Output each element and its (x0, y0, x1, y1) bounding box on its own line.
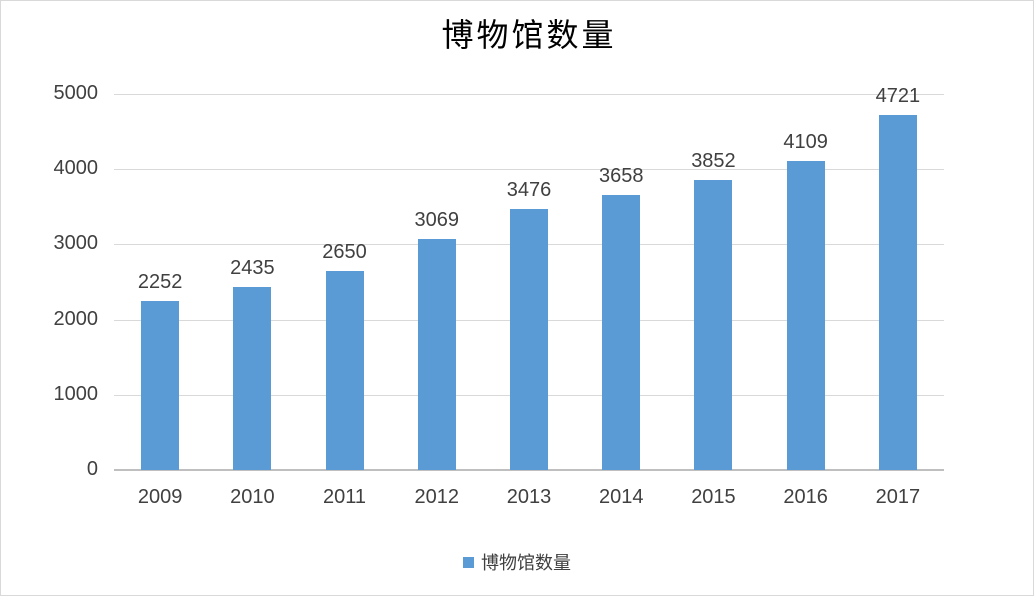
bar-value-label: 4721 (875, 84, 921, 107)
bar (602, 194, 641, 470)
x-axis-tick-label: 2011 (323, 486, 367, 508)
legend-swatch-icon (463, 556, 474, 568)
x-axis-tick-label: 2016 (783, 486, 828, 508)
y-axis-tick-label: 0 (86, 458, 98, 480)
bar (233, 286, 272, 470)
x-axis-tick-label: 2015 (691, 486, 736, 508)
y-axis-tick-label: 4000 (53, 157, 99, 180)
gridline (114, 94, 944, 95)
bar-value-label: 3069 (414, 209, 460, 232)
x-axis-tick-label: 2012 (414, 486, 460, 508)
y-axis-tick-label: 2000 (53, 307, 99, 330)
x-axis-tick-label: 2017 (875, 486, 921, 508)
y-axis-tick-label: 1000 (53, 382, 99, 405)
x-axis-tick-label: 2014 (598, 486, 644, 508)
x-axis-tick-label: 2013 (506, 486, 552, 508)
bar (325, 270, 364, 470)
bar-value-label: 2650 (322, 240, 367, 263)
y-axis-tick-label: 5000 (53, 82, 99, 104)
y-axis-tick-label: 3000 (53, 232, 99, 255)
gridline (114, 169, 944, 171)
bar (141, 300, 180, 470)
chart-title: 博物馆数量 (441, 17, 617, 53)
bar (786, 161, 825, 470)
bar-value-label: 2252 (137, 270, 183, 293)
bar (878, 114, 917, 470)
x-axis-tick-label: 2010 (230, 486, 275, 508)
x-axis-line (114, 469, 944, 471)
bar-value-label: 4109 (783, 131, 828, 153)
bar-value-label: 3476 (506, 178, 552, 201)
bar (417, 239, 456, 470)
legend-label: 博物馆数量 (481, 553, 571, 573)
x-axis-tick-label: 2009 (137, 486, 183, 508)
bar-value-label: 3852 (691, 150, 736, 173)
legend: 博物馆数量 (1, 549, 1033, 575)
bar (510, 208, 548, 470)
bar-value-label: 3658 (598, 164, 644, 187)
bar-value-label: 2435 (230, 256, 275, 279)
bar (694, 180, 733, 470)
